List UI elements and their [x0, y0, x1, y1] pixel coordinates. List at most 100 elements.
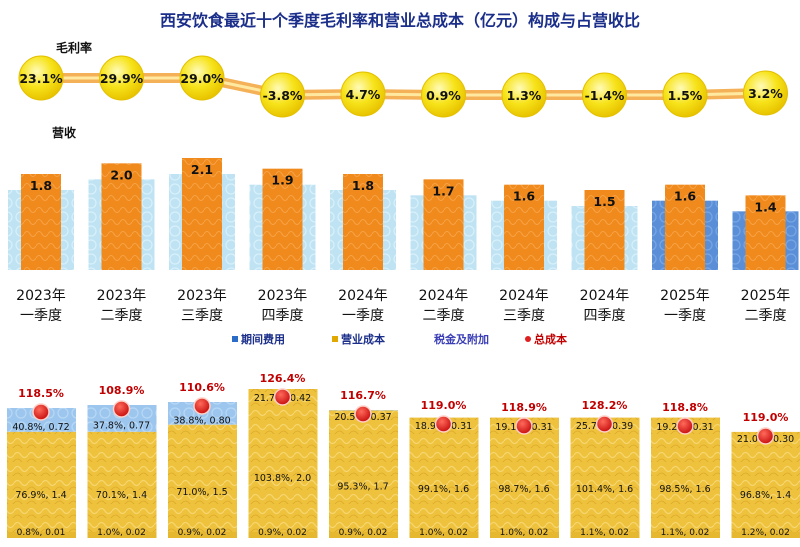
- category-year: 2025年: [741, 288, 791, 304]
- opcost-label: 103.8%, 2.0: [254, 473, 311, 484]
- total-cost-ratio: 116.7%: [340, 389, 386, 402]
- total-cost-ratio: 108.9%: [99, 384, 145, 397]
- total-cost-marker: [676, 417, 694, 435]
- total-cost-marker: [354, 405, 372, 423]
- tax-segment: [168, 532, 237, 538]
- category-year: 2023年: [16, 288, 66, 304]
- revenue-bar: [101, 163, 142, 270]
- total-cost-marker: [515, 417, 533, 435]
- margin-bubble: [662, 72, 708, 118]
- margin-bubble: [501, 72, 547, 118]
- opcost-label: 99.1%, 1.6: [418, 484, 469, 495]
- tax-label: 0.9%, 0.02: [178, 528, 227, 538]
- opcost-segment: [651, 417, 720, 532]
- margin-bubble: [260, 72, 305, 118]
- revenue-bar: [504, 184, 544, 270]
- category-year: 2023年: [177, 288, 227, 304]
- total-cost-ratio: 118.8%: [662, 401, 708, 414]
- total-cost-marker: [595, 415, 614, 433]
- total-cost-ratio: 110.6%: [179, 381, 225, 394]
- margin-bubble: [179, 55, 225, 101]
- total-cost-ratio: 119.0%: [743, 411, 789, 424]
- revenue-value: 1.4: [754, 199, 776, 214]
- tax-segment: [570, 532, 640, 538]
- total-cost-marker: [32, 403, 50, 421]
- total-cost-ratio: 118.9%: [501, 401, 547, 414]
- category-quarter: 二季度: [745, 308, 787, 324]
- margin-bubbles: 23.1% 29.9% 29.0% -3.8% 4.7% 0.9% 1.3% -1.4% 1.5…: [18, 55, 788, 118]
- revenue-bar: [423, 179, 464, 270]
- expense-label: 37.8%, 0.77: [93, 420, 150, 431]
- tax-segment: [248, 532, 318, 538]
- revenue-value: 1.6: [513, 189, 535, 204]
- tax-segment: [731, 532, 800, 538]
- revenue-value: 1.6: [674, 189, 696, 204]
- total-cost-marker: [434, 415, 453, 433]
- expense-label: 40.8%, 0.72: [12, 422, 69, 433]
- total-cost-marker: [112, 400, 131, 418]
- legend-label: 总成本: [534, 332, 567, 346]
- revenue-value: 2.1: [191, 162, 213, 177]
- opcost-label: 101.4%, 1.6: [576, 484, 633, 495]
- category-quarter: 四季度: [262, 308, 304, 324]
- revenue-value: 1.9: [271, 173, 293, 188]
- margin-row-label: 毛利率: [56, 40, 92, 55]
- revenue-value: 1.5: [593, 194, 615, 209]
- tax-segment: [87, 532, 157, 538]
- tax-label: 1.1%, 0.02: [661, 528, 710, 538]
- margin-value: 23.1%: [19, 71, 63, 86]
- opcost-label: 95.3%, 1.7: [337, 481, 388, 492]
- revenue-bar: [343, 174, 383, 270]
- margin-value: 1.5%: [668, 88, 703, 103]
- revenue-bar: [262, 168, 303, 270]
- legend-swatch: [332, 336, 338, 342]
- margin-value: 1.3%: [507, 88, 542, 103]
- category-quarter: 四季度: [584, 308, 626, 324]
- margin-bubble: [340, 71, 386, 117]
- total-cost-ratio: 119.0%: [421, 399, 467, 412]
- tax-label: 1.0%, 0.02: [500, 528, 549, 538]
- category-quarter: 二季度: [101, 308, 143, 324]
- opcost-label: 76.9%, 1.4: [15, 490, 66, 501]
- margin-value: 29.0%: [180, 71, 224, 86]
- category-year: 2024年: [338, 288, 388, 304]
- margin-bubble: [743, 70, 788, 116]
- revenue-value: 2.0: [110, 167, 132, 182]
- revenue-bar: [745, 195, 786, 270]
- opcost-label: 98.7%, 1.6: [498, 484, 549, 495]
- opcost-label: 98.5%, 1.6: [659, 484, 710, 495]
- margin-value: 29.9%: [100, 71, 144, 86]
- category-year: 2024年: [419, 288, 469, 304]
- legend: 期间费用 营业成本 税金及附加 总成本: [232, 332, 567, 346]
- category-quarter: 三季度: [503, 308, 545, 324]
- total-cost-marker: [756, 427, 775, 445]
- margin-bubble: [99, 55, 144, 101]
- category-year: 2023年: [258, 288, 308, 304]
- tax-label: 1.0%, 0.02: [97, 528, 146, 538]
- chart-title: 西安饮食最近十个季度毛利率和营业总成本（亿元）构成与占营收比: [160, 11, 640, 30]
- revenue-value: 1.8: [30, 178, 52, 193]
- tax-label: 1.0%, 0.02: [419, 528, 468, 538]
- total-cost-ratio: 118.5%: [18, 387, 64, 400]
- margin-value: -3.8%: [263, 88, 303, 103]
- opcost-label: 70.1%, 1.4: [96, 490, 147, 501]
- opcost-segment: [409, 417, 479, 532]
- legend-label: 营业成本: [341, 332, 385, 346]
- tax-label: 0.9%, 0.02: [258, 528, 307, 538]
- revenue-value: 1.7: [432, 183, 454, 198]
- opcost-segment: [87, 431, 157, 532]
- tax-segment: [490, 532, 559, 538]
- opcost-label: 96.8%, 1.4: [740, 490, 791, 501]
- margin-value: 3.2%: [748, 86, 783, 101]
- tax-label: 0.9%, 0.02: [339, 528, 388, 538]
- category-quarter: 一季度: [342, 308, 384, 324]
- margin-value: -1.4%: [585, 88, 625, 103]
- opcost-segment: [570, 417, 640, 532]
- total-cost-marker: [193, 397, 211, 415]
- category-year: 2025年: [660, 288, 710, 304]
- revenue-value: 1.8: [352, 178, 374, 193]
- tax-segment: [409, 532, 479, 538]
- legend-label: 税金及附加: [434, 332, 489, 346]
